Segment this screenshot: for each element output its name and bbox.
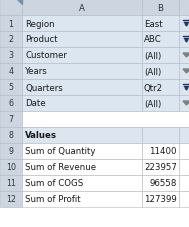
- Bar: [22, 191, 142, 207]
- Bar: [0, 175, 22, 191]
- Bar: [0, 111, 22, 127]
- Bar: [179, 16, 189, 32]
- Text: 127399: 127399: [144, 195, 177, 204]
- Bar: [142, 96, 179, 111]
- Text: Quarters: Quarters: [25, 83, 63, 92]
- Text: (All): (All): [144, 67, 161, 76]
- Bar: [142, 32, 179, 48]
- Bar: [22, 111, 189, 127]
- Bar: [179, 48, 189, 64]
- Text: (All): (All): [144, 99, 161, 108]
- Bar: [142, 143, 179, 159]
- Bar: [0, 48, 22, 64]
- Polygon shape: [185, 88, 188, 91]
- Polygon shape: [183, 101, 189, 106]
- Bar: [0, 0, 22, 16]
- Text: Customer: Customer: [25, 51, 67, 60]
- Bar: [0, 159, 22, 175]
- Bar: [0, 32, 22, 48]
- Bar: [22, 32, 142, 48]
- Text: 12: 12: [6, 195, 16, 204]
- Text: 223957: 223957: [144, 163, 177, 172]
- Bar: [179, 143, 189, 159]
- Text: 1: 1: [9, 20, 13, 28]
- Bar: [0, 127, 22, 143]
- Bar: [22, 143, 142, 159]
- Polygon shape: [183, 70, 189, 74]
- Text: 8: 8: [9, 131, 13, 140]
- Bar: [0, 96, 22, 111]
- Bar: [22, 16, 142, 32]
- Bar: [142, 16, 179, 32]
- Bar: [22, 64, 142, 80]
- Text: 11400: 11400: [149, 147, 177, 156]
- Bar: [179, 159, 189, 175]
- Text: 9: 9: [9, 147, 13, 156]
- Text: 96558: 96558: [150, 179, 177, 188]
- Bar: [179, 32, 189, 48]
- Bar: [179, 64, 189, 80]
- Bar: [179, 127, 189, 143]
- Text: Years: Years: [25, 67, 48, 76]
- Bar: [142, 0, 179, 16]
- Text: B: B: [157, 3, 163, 12]
- Bar: [142, 159, 179, 175]
- Bar: [0, 143, 22, 159]
- Polygon shape: [185, 24, 188, 27]
- Text: 5: 5: [9, 83, 13, 92]
- Bar: [179, 96, 189, 111]
- Bar: [142, 48, 179, 64]
- Bar: [0, 191, 22, 207]
- Text: 11: 11: [6, 179, 16, 188]
- Bar: [179, 80, 189, 96]
- Text: Product: Product: [25, 35, 58, 44]
- Text: Date: Date: [25, 99, 46, 108]
- Bar: [0, 80, 22, 96]
- Bar: [142, 80, 179, 96]
- Bar: [22, 96, 142, 111]
- Bar: [142, 127, 179, 143]
- Bar: [22, 127, 142, 143]
- Text: Values: Values: [25, 131, 57, 140]
- Text: 7: 7: [9, 115, 13, 124]
- Bar: [179, 191, 189, 207]
- Text: 3: 3: [9, 51, 13, 60]
- Polygon shape: [183, 54, 189, 58]
- Text: East: East: [144, 20, 163, 28]
- Bar: [142, 191, 179, 207]
- Text: A: A: [79, 3, 85, 12]
- Bar: [22, 48, 142, 64]
- Polygon shape: [185, 40, 188, 43]
- Text: 10: 10: [6, 163, 16, 172]
- Bar: [0, 16, 22, 32]
- Text: Sum of COGS: Sum of COGS: [25, 179, 83, 188]
- Bar: [22, 159, 142, 175]
- Text: Sum of Quantity: Sum of Quantity: [25, 147, 95, 156]
- Bar: [0, 64, 22, 80]
- Text: Region: Region: [25, 20, 55, 28]
- Bar: [142, 64, 179, 80]
- Text: 2: 2: [9, 35, 13, 44]
- Text: 6: 6: [9, 99, 13, 108]
- Text: (All): (All): [144, 51, 161, 60]
- Bar: [179, 175, 189, 191]
- Bar: [22, 0, 142, 16]
- Text: Sum of Profit: Sum of Profit: [25, 195, 81, 204]
- Text: Qtr2: Qtr2: [144, 83, 163, 92]
- Text: ABC: ABC: [144, 35, 162, 44]
- Bar: [142, 175, 179, 191]
- Bar: [179, 0, 189, 16]
- Text: 4: 4: [9, 67, 13, 76]
- Text: Sum of Revenue: Sum of Revenue: [25, 163, 96, 172]
- Polygon shape: [17, 0, 22, 5]
- Bar: [22, 175, 142, 191]
- Bar: [22, 80, 142, 96]
